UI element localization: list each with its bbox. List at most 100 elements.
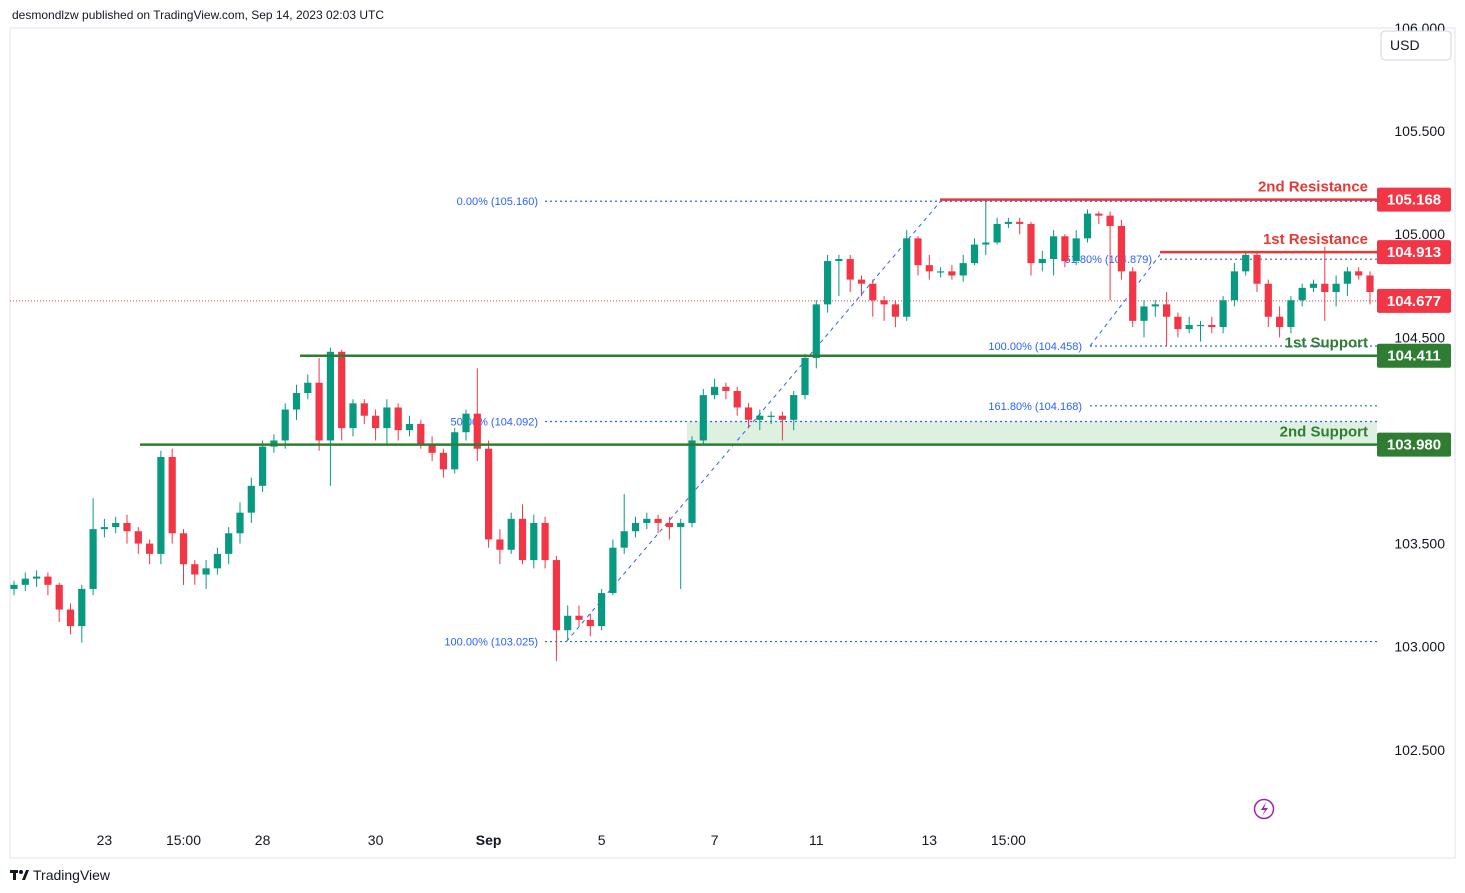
candle — [1174, 312, 1182, 338]
brand-name: TradingView — [33, 867, 111, 883]
candle — [100, 518, 108, 538]
candle — [530, 514, 538, 569]
candle — [44, 572, 52, 596]
price-tag-label: 105.168 — [1387, 192, 1441, 209]
candle — [631, 516, 640, 538]
candle — [891, 300, 899, 328]
level-label: 1st Support — [1285, 335, 1368, 352]
currency-label: USD — [1390, 37, 1420, 53]
x-tick-label: 7 — [711, 832, 719, 848]
candle — [1298, 283, 1306, 307]
candle — [304, 374, 312, 400]
candle — [937, 267, 945, 278]
candle — [959, 254, 967, 282]
candle — [462, 409, 470, 441]
candle — [1242, 250, 1250, 276]
candle — [541, 516, 549, 569]
candle — [914, 236, 922, 276]
y-tick-label: 102.500 — [1394, 742, 1445, 758]
fib-label: 0.00% (105.160) — [457, 196, 538, 208]
level-label: 1st Resistance — [1263, 231, 1368, 248]
candle — [1366, 271, 1374, 305]
candle — [1151, 300, 1159, 317]
fib-label: 100.00% (104.458) — [988, 341, 1082, 353]
candle — [824, 254, 832, 313]
candle — [383, 399, 391, 445]
candle — [1355, 267, 1363, 280]
x-tick-label: 23 — [97, 832, 113, 848]
candle — [835, 254, 843, 297]
candle — [1287, 296, 1295, 334]
candle — [948, 265, 956, 280]
candle — [1129, 267, 1137, 328]
candle — [1072, 230, 1080, 266]
candle — [880, 296, 888, 321]
candle — [1253, 250, 1261, 292]
candle — [1219, 296, 1227, 334]
candle — [722, 382, 730, 400]
candle — [778, 411, 786, 441]
candle — [609, 539, 617, 596]
candle — [564, 605, 572, 641]
candle — [202, 560, 210, 589]
candle — [677, 518, 685, 589]
currency-button[interactable]: USD — [1380, 30, 1452, 61]
x-tick-label: 28 — [255, 832, 271, 848]
y-tick-label: 105.000 — [1394, 226, 1445, 242]
x-tick-label: 11 — [809, 832, 824, 848]
level-label: 2nd Support — [1280, 424, 1368, 441]
candle — [428, 436, 436, 462]
candle — [993, 217, 1001, 245]
price-tag-label: 104.677 — [1387, 293, 1441, 310]
candle — [1332, 275, 1340, 307]
candle — [134, 527, 142, 554]
candle — [756, 409, 764, 431]
candle — [982, 201, 990, 255]
candle — [1004, 217, 1012, 229]
x-tick-label: 13 — [922, 832, 938, 848]
candle — [405, 415, 414, 437]
candle — [213, 547, 221, 575]
price-tag: 104.913 — [1377, 240, 1451, 265]
x-tick-label: 5 — [598, 832, 606, 848]
candle — [744, 403, 753, 429]
candle — [575, 605, 583, 627]
candle — [925, 254, 933, 280]
candle — [869, 279, 877, 317]
lightning-icon[interactable] — [1253, 798, 1275, 820]
candle — [112, 516, 120, 534]
candle — [1163, 291, 1171, 346]
candle — [846, 254, 854, 292]
candle — [78, 584, 86, 643]
candle — [518, 504, 527, 565]
candle — [1027, 221, 1035, 276]
tradingview-logo[interactable]: TradingView — [10, 867, 111, 883]
candle — [157, 450, 165, 565]
candle — [439, 448, 447, 478]
fib-trend-line — [1089, 254, 1161, 347]
price-tag: 104.677 — [1377, 288, 1451, 313]
fibonacci-lines: 0.00% (105.160) 50.00% (104.092) 100.00% (… — [10, 196, 1377, 649]
candle — [733, 386, 741, 416]
x-tick-label: 15:00 — [166, 832, 201, 848]
fib-trend-line — [566, 200, 941, 642]
price-tag-label: 104.411 — [1387, 348, 1440, 365]
fib-label: 50.00% (104.092) — [451, 416, 538, 428]
price-tag: 103.980 — [1377, 432, 1451, 457]
price-tag: 104.411 — [1377, 343, 1451, 368]
levels: 2nd Resistance 1st Resistance 1st Support 2… — [140, 179, 1377, 446]
candle — [552, 555, 560, 662]
price-tag: 105.168 — [1377, 187, 1451, 212]
candle — [586, 613, 594, 637]
y-tick-label: 103.000 — [1394, 639, 1445, 655]
candle — [711, 378, 719, 400]
candle — [598, 588, 606, 631]
candle — [338, 349, 346, 441]
candle — [790, 390, 798, 431]
candle — [767, 411, 775, 424]
x-tick-label: 15:00 — [991, 832, 1026, 848]
candle — [801, 353, 809, 400]
candle — [89, 498, 97, 596]
candle — [1264, 279, 1272, 328]
